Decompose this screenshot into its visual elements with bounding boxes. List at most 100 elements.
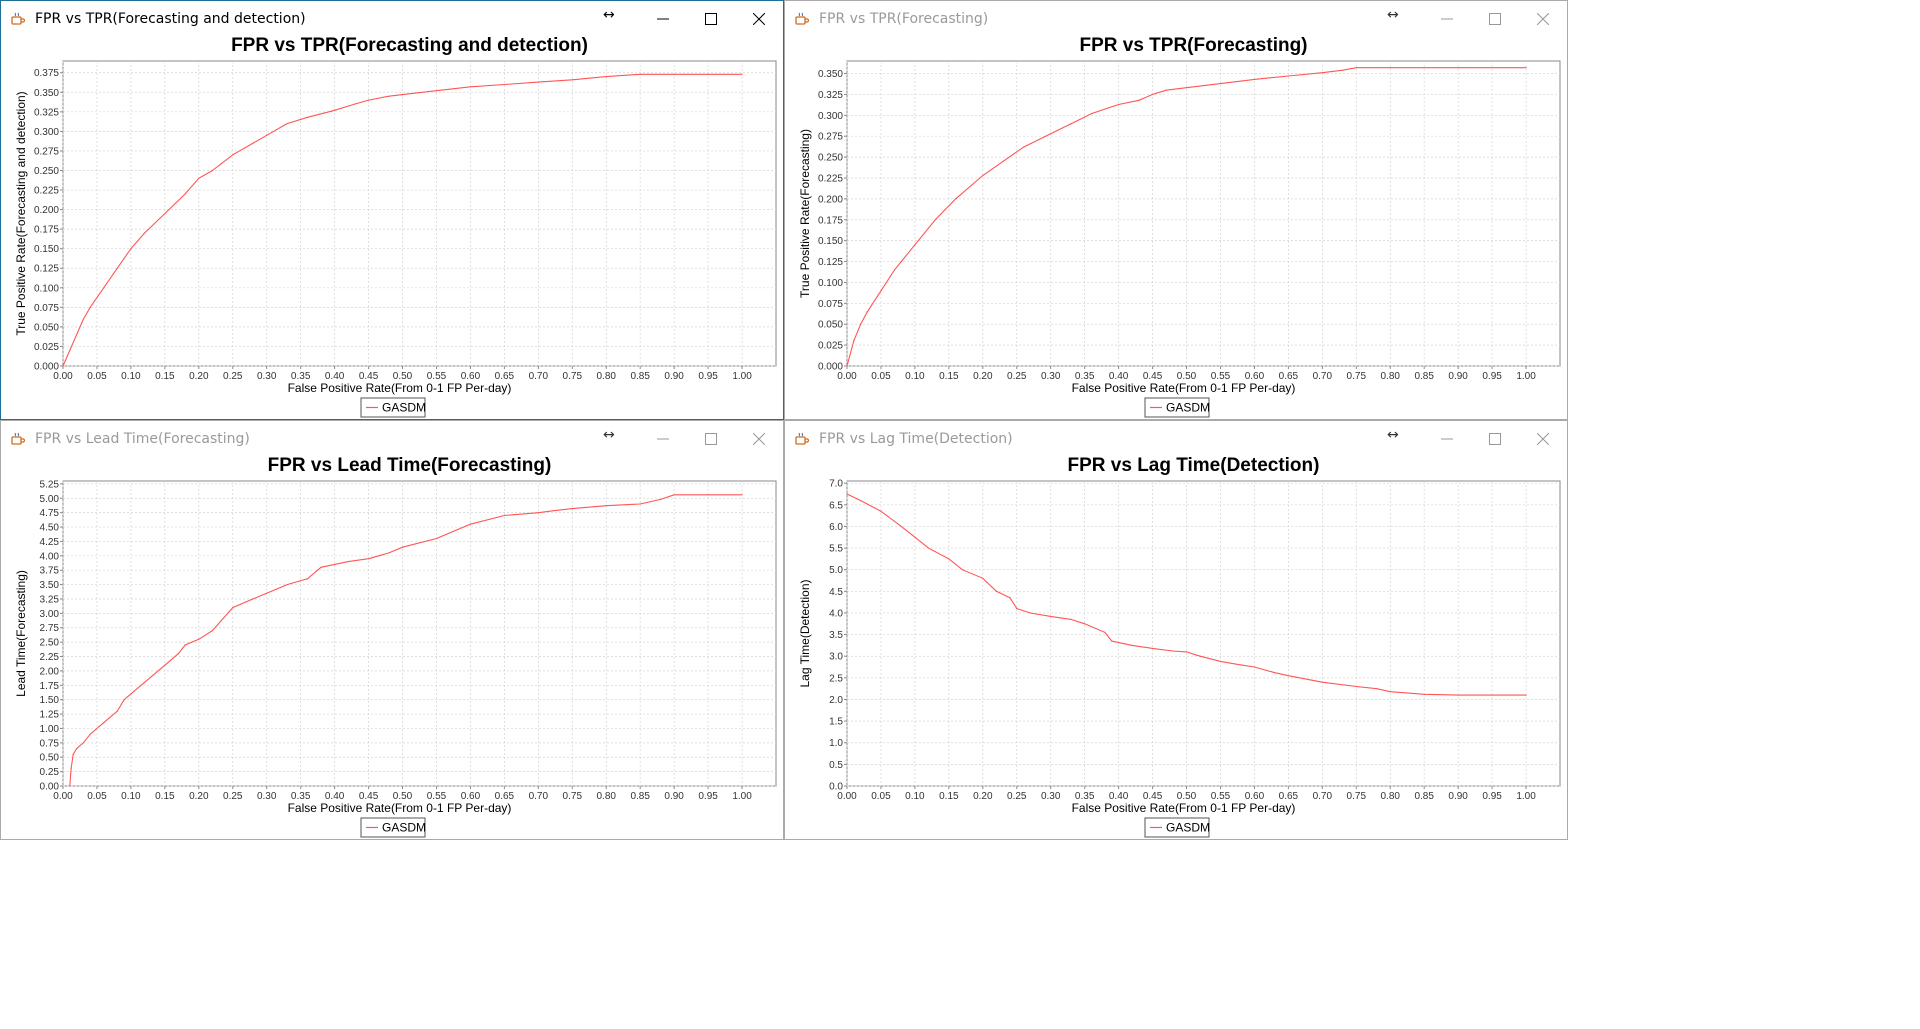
y-tick-label: 6.0 (829, 522, 843, 533)
maximize-button[interactable] (1477, 5, 1513, 33)
y-tick-label: 0.100 (34, 283, 59, 294)
data-point (1104, 631, 1106, 634)
data-point (1050, 615, 1052, 618)
close-button[interactable] (1525, 5, 1561, 33)
x-tick-label: 0.05 (87, 791, 107, 802)
data-point (880, 290, 882, 292)
data-point (1355, 685, 1357, 688)
data-point (1321, 72, 1323, 74)
x-tick-label: 0.45 (359, 791, 379, 802)
data-point (232, 154, 234, 156)
horizontal-resize-icon[interactable]: ↔ (603, 427, 615, 443)
y-tick-label: 0.100 (818, 278, 843, 289)
x-tick-label: 0.90 (1448, 371, 1468, 382)
minimize-button[interactable] (645, 5, 681, 33)
data-point (1111, 640, 1113, 642)
horizontal-resize-icon[interactable]: ↔ (1387, 7, 1399, 23)
x-tick-label: 0.55 (427, 791, 447, 802)
horizontal-resize-icon[interactable]: ↔ (1387, 427, 1399, 443)
x-tick-label: 0.90 (664, 791, 684, 802)
x-tick-label: 0.35 (291, 371, 311, 382)
close-icon (1537, 433, 1549, 445)
y-tick-label: 4.5 (829, 587, 843, 598)
data-point (934, 219, 936, 221)
x-tick-label: 0.65 (495, 371, 515, 382)
close-button[interactable] (1525, 425, 1561, 453)
java-cup-icon (11, 432, 26, 445)
y-tick-label: 0.125 (34, 264, 59, 275)
data-point (1240, 664, 1242, 666)
maximize-icon (1489, 13, 1501, 25)
data-point (551, 510, 553, 512)
data-point (72, 753, 74, 755)
data-point (853, 340, 855, 342)
close-button[interactable] (741, 425, 777, 453)
chart-title: FPR vs TPR(Forecasting and detection) (231, 37, 588, 56)
x-axis-label: False Positive Rate(From 0-1 FP Per-day) (1072, 801, 1296, 815)
x-tick-label: 0.40 (1109, 791, 1129, 802)
x-tick-label: 0.65 (1279, 371, 1299, 382)
title-bar[interactable]: FPR vs TPR(Forecasting and detection) ↔ (1, 1, 783, 37)
y-tick-label: 2.5 (829, 673, 843, 684)
minimize-button[interactable] (1429, 5, 1465, 33)
data-point (900, 525, 902, 528)
y-tick-label: 0.225 (818, 173, 843, 184)
maximize-button[interactable] (1477, 425, 1513, 453)
y-tick-label: 0.275 (34, 146, 59, 157)
x-axis-label: False Positive Rate(From 0-1 FP Per-day) (288, 801, 512, 815)
x-tick-label: 0.70 (529, 371, 549, 382)
x-tick-label: 0.20 (973, 371, 993, 382)
data-point (859, 499, 862, 502)
data-point (948, 558, 950, 560)
plot-area (846, 60, 1561, 367)
data-point (1029, 612, 1031, 614)
y-tick-label: 0.200 (34, 205, 59, 216)
window-lead-time-forecasting[interactable]: FPR vs Lead Time(Forecasting) ↔ FPR vs L… (0, 420, 784, 840)
java-cup-icon (11, 12, 26, 25)
window-tpr-forecasting-detection[interactable]: FPR vs TPR(Forecasting and detection) ↔ … (0, 0, 784, 420)
x-tick-label: 0.20 (189, 791, 209, 802)
data-point (1131, 644, 1133, 646)
data-point (401, 94, 404, 96)
y-tick-label: 0.300 (818, 111, 843, 122)
y-tick-label: 0.150 (818, 236, 843, 247)
x-tick-label: 0.65 (495, 791, 515, 802)
data-point (961, 569, 964, 571)
data-point (503, 514, 505, 517)
data-point (537, 512, 539, 514)
window-title: FPR vs Lag Time(Detection) (819, 431, 1013, 447)
data-point (1090, 113, 1093, 115)
maximize-button[interactable] (693, 425, 729, 453)
data-point (116, 267, 118, 269)
x-tick-label: 0.80 (1381, 791, 1401, 802)
minimize-button[interactable] (645, 425, 681, 453)
data-point (571, 508, 573, 510)
x-tick-label: 0.80 (1381, 371, 1401, 382)
data-point (659, 498, 662, 501)
legend-label: GASDM (382, 821, 426, 835)
horizontal-resize-icon[interactable]: ↔ (603, 7, 615, 23)
chart-tpr-forecasting-detection: FPR vs TPR(Forecasting and detection) 0.0… (14, 37, 777, 418)
window-tpr-forecasting[interactable]: FPR vs TPR(Forecasting) ↔ FPR vs TPR(For… (784, 0, 1568, 420)
maximize-button[interactable] (693, 5, 729, 33)
close-button[interactable] (741, 5, 777, 33)
y-tick-label: 0.225 (34, 186, 59, 197)
title-bar[interactable]: FPR vs TPR(Forecasting) ↔ (785, 1, 1567, 37)
y-tick-label: 2.50 (40, 638, 60, 649)
x-tick-label: 0.65 (1279, 791, 1299, 802)
title-bar[interactable]: FPR vs Lag Time(Detection) ↔ (785, 421, 1567, 457)
window-lag-time-detection[interactable]: FPR vs Lag Time(Detection) ↔ FPR vs Lag … (784, 420, 1568, 840)
y-tick-label: 0.175 (34, 225, 59, 236)
data-point (252, 142, 254, 144)
y-tick-label: 0.50 (40, 753, 60, 764)
data-point (1287, 75, 1289, 77)
data-point (1009, 597, 1011, 599)
title-bar[interactable]: FPR vs Lead Time(Forecasting) ↔ (1, 421, 783, 457)
data-point (673, 73, 675, 75)
minimize-button[interactable] (1429, 425, 1465, 453)
y-tick-label: 2.0 (829, 695, 843, 706)
window-title: FPR vs TPR(Forecasting) (819, 11, 989, 27)
y-tick-label: 6.5 (829, 500, 843, 511)
x-tick-label: 0.15 (155, 791, 175, 802)
data-point (401, 546, 404, 548)
